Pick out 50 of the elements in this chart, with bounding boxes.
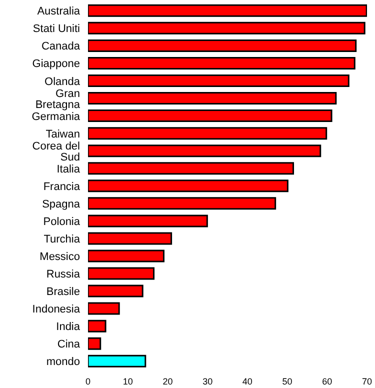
y-tick-label: Spagna: [42, 198, 81, 210]
bar: [88, 337, 102, 350]
y-tick-label: Gran Bretagna: [35, 88, 81, 111]
y-tick-label: Olanda: [44, 76, 81, 88]
x-tick-label: 60: [322, 376, 332, 386]
bar: [88, 110, 332, 122]
y-tick-label: Indonesia: [32, 304, 81, 316]
bar: [88, 180, 288, 192]
y-tick-label: mondo: [46, 356, 80, 368]
y-tick-label: India: [56, 321, 81, 334]
bar: [88, 127, 328, 140]
x-tick-label: 40: [242, 376, 252, 386]
bar: [88, 74, 350, 87]
bar: [88, 250, 164, 262]
y-tick-label: Polonia: [43, 216, 81, 228]
bar: [88, 162, 294, 175]
y-tick-label: Brasile: [46, 286, 80, 298]
bar: [88, 214, 208, 228]
bar: [88, 4, 367, 17]
bar: [88, 284, 144, 298]
bar: [88, 39, 357, 52]
bar: [88, 197, 276, 210]
y-tick-label: Cina: [57, 338, 81, 351]
y-tick-label: Corea del Sud: [32, 140, 80, 164]
x-tick-label: 0: [85, 376, 91, 386]
bar: [88, 56, 356, 70]
y-tick-label: Russia: [46, 268, 81, 281]
y-tick-label: Canada: [41, 40, 81, 53]
bar: [88, 302, 120, 315]
y-tick-label: Taiwan: [46, 128, 80, 140]
x-tick-label: 20: [162, 376, 173, 386]
y-tick-label: Stati Uniti: [32, 23, 80, 36]
bar: [88, 354, 146, 368]
bar: [88, 144, 322, 158]
y-tick-label: Francia: [43, 180, 81, 193]
y-tick-label: Turchia: [44, 233, 81, 246]
bar: [88, 22, 366, 34]
y-tick-label: Australia: [37, 6, 81, 18]
x-tick-label: 10: [122, 376, 133, 386]
y-tick-label: Messico: [40, 251, 80, 263]
x-tick-label: 50: [282, 376, 292, 386]
bar: [88, 92, 337, 105]
bar: [88, 267, 155, 280]
y-tick-label: Giappone: [32, 58, 80, 70]
y-tick-label: Germania: [32, 110, 81, 123]
y-tick-label: Italia: [56, 163, 81, 176]
x-tick-label: 70: [362, 376, 372, 386]
bar: [88, 320, 106, 332]
bar: [88, 232, 172, 245]
x-tick-label: 30: [202, 376, 213, 386]
